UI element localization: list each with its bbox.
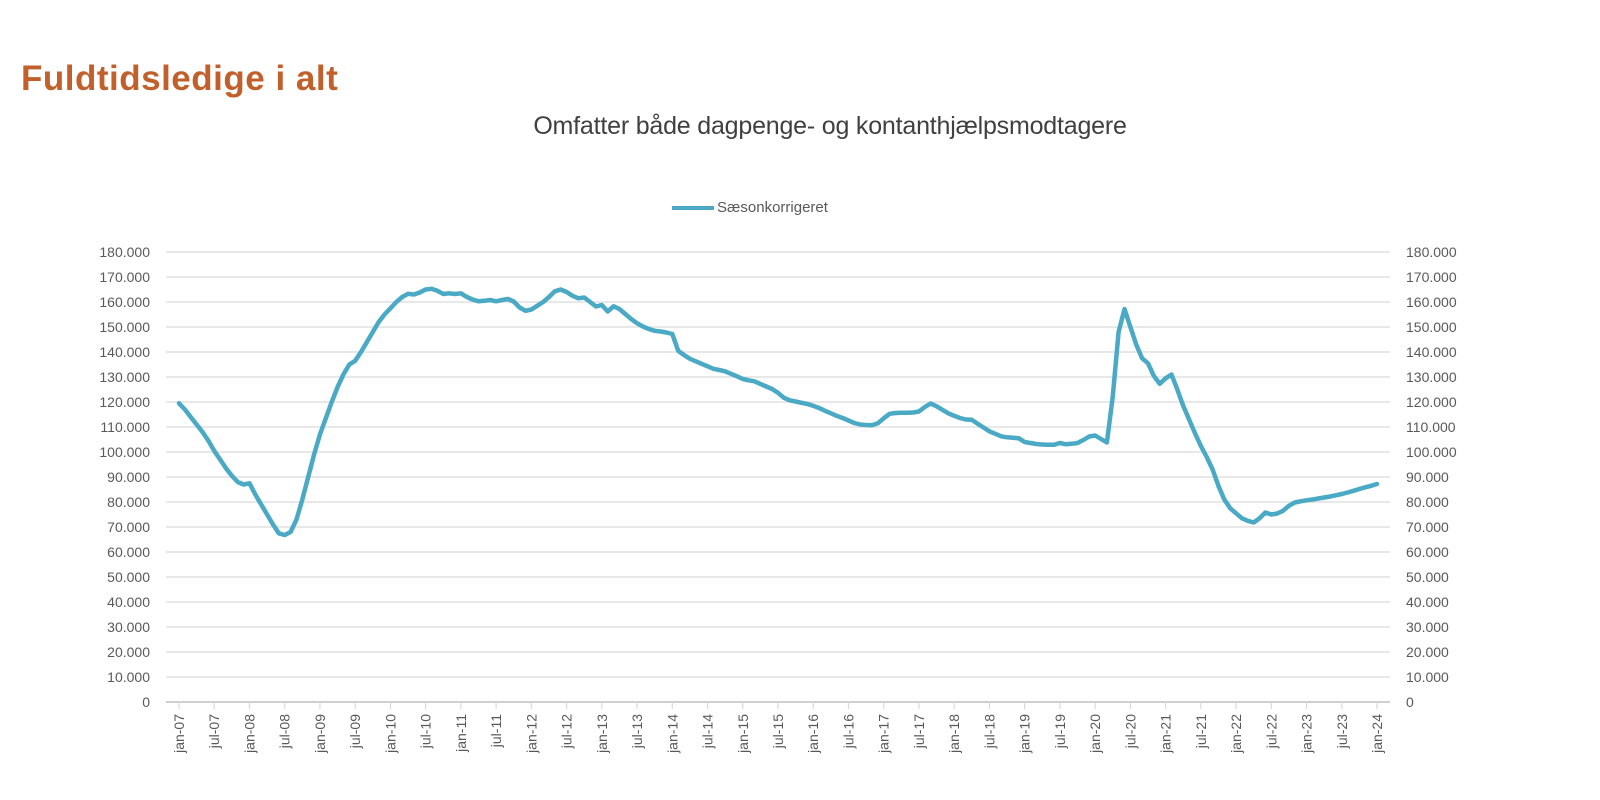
x-axis-label: jul-17 [911, 714, 927, 749]
y-axis-label-left: 140.000 [99, 344, 150, 360]
y-axis-label-left: 30.000 [107, 619, 150, 635]
y-axis-label-right: 90.000 [1406, 469, 1449, 485]
y-axis-label-left: 60.000 [107, 544, 150, 560]
y-axis-label-right: 100.000 [1406, 444, 1457, 460]
x-axis-label: jul-22 [1263, 714, 1279, 749]
x-axis-label: jan-07 [171, 714, 187, 754]
x-axis-label: jul-13 [629, 714, 645, 749]
y-axis-label-right: 160.000 [1406, 294, 1457, 310]
x-axis-label: jan-21 [1158, 714, 1174, 754]
y-axis-label-left: 10.000 [107, 669, 150, 685]
x-axis-label: jan-24 [1369, 714, 1385, 754]
y-axis-label-right: 80.000 [1406, 494, 1449, 510]
y-axis-label-right: 170.000 [1406, 269, 1457, 285]
y-axis-label-right: 20.000 [1406, 644, 1449, 660]
x-axis-label: jul-18 [981, 714, 997, 749]
y-axis-label-right: 180.000 [1406, 244, 1457, 260]
x-axis-label: jan-20 [1087, 714, 1103, 754]
y-axis-label-left: 160.000 [99, 294, 150, 310]
x-axis-label: jul-20 [1122, 714, 1138, 749]
x-axis-label: jul-10 [418, 714, 434, 749]
x-axis-label: jul-11 [488, 714, 504, 748]
x-axis-label: jan-08 [241, 714, 257, 754]
y-axis-label-right: 70.000 [1406, 519, 1449, 535]
y-axis-label-left: 20.000 [107, 644, 150, 660]
y-axis-label-left: 90.000 [107, 469, 150, 485]
x-axis-label: jul-14 [700, 714, 716, 749]
y-axis-label-left: 110.000 [100, 419, 150, 435]
x-axis-label: jul-19 [1052, 714, 1068, 749]
y-axis-label-left: 150.000 [99, 319, 150, 335]
x-axis-label: jul-12 [559, 714, 575, 749]
y-axis-label-right: 30.000 [1406, 619, 1449, 635]
x-axis-label: jul-09 [347, 714, 363, 749]
y-axis-label-right: 50.000 [1406, 569, 1449, 585]
chart-title: Omfatter både dagpenge- og kontanthjælps… [533, 112, 1127, 140]
x-axis-label: jul-15 [770, 714, 786, 749]
x-axis-label: jan-11 [453, 714, 469, 753]
y-axis-label-right: 40.000 [1406, 594, 1449, 610]
y-axis-label-left: 0 [142, 694, 150, 710]
y-axis-label-left: 80.000 [107, 494, 150, 510]
x-axis-label: jan-16 [805, 714, 821, 754]
x-axis-label: jan-14 [664, 714, 680, 754]
y-axis-label-right: 150.000 [1406, 319, 1457, 335]
x-axis-label: jul-23 [1334, 714, 1350, 749]
y-axis-label-left: 170.000 [99, 269, 150, 285]
x-axis-label: jan-13 [594, 714, 610, 754]
y-axis-label-left: 70.000 [107, 519, 150, 535]
legend: Sæsonkorrigeret [0, 199, 1550, 216]
x-axis-label: jan-12 [523, 714, 539, 754]
y-axis-label-right: 140.000 [1406, 344, 1457, 360]
x-axis-label: jul-21 [1193, 714, 1209, 749]
y-axis-label-left: 100.000 [99, 444, 150, 460]
y-axis-label-right: 10.000 [1406, 669, 1449, 685]
series-line-saesonkorrigeret [176, 286, 1380, 538]
x-axis-label: jan-10 [382, 714, 398, 754]
x-axis-label: jan-18 [946, 714, 962, 754]
y-axis-label-right: 60.000 [1406, 544, 1449, 560]
y-axis-label-right: 120.000 [1406, 394, 1457, 410]
x-axis-label: jan-17 [876, 714, 892, 754]
y-axis-label-left: 180.000 [99, 244, 150, 260]
y-axis-label-left: 40.000 [107, 594, 150, 610]
y-axis-label-left: 50.000 [107, 569, 150, 585]
y-axis-label-right: 130.000 [1406, 369, 1457, 385]
x-axis-label: jan-15 [735, 714, 751, 754]
y-axis-label-left: 130.000 [99, 369, 150, 385]
x-axis-label: jul-08 [277, 714, 293, 749]
x-axis-label: jan-09 [312, 714, 328, 754]
y-axis-label-right: 110.000 [1406, 419, 1456, 435]
y-axis-label-left: 120.000 [99, 394, 150, 410]
x-axis-label: jan-22 [1228, 714, 1244, 754]
legend-line-swatch [672, 205, 715, 210]
x-axis-label: jan-23 [1299, 714, 1315, 754]
legend-label: Sæsonkorrigeret [717, 199, 828, 216]
x-axis-label: jul-07 [206, 714, 222, 749]
page-title: Fuldtidsledige i alt [21, 59, 339, 99]
y-axis-label-right: 0 [1406, 694, 1414, 710]
x-axis-label: jul-16 [840, 714, 856, 749]
x-axis-label: jan-19 [1017, 714, 1033, 754]
